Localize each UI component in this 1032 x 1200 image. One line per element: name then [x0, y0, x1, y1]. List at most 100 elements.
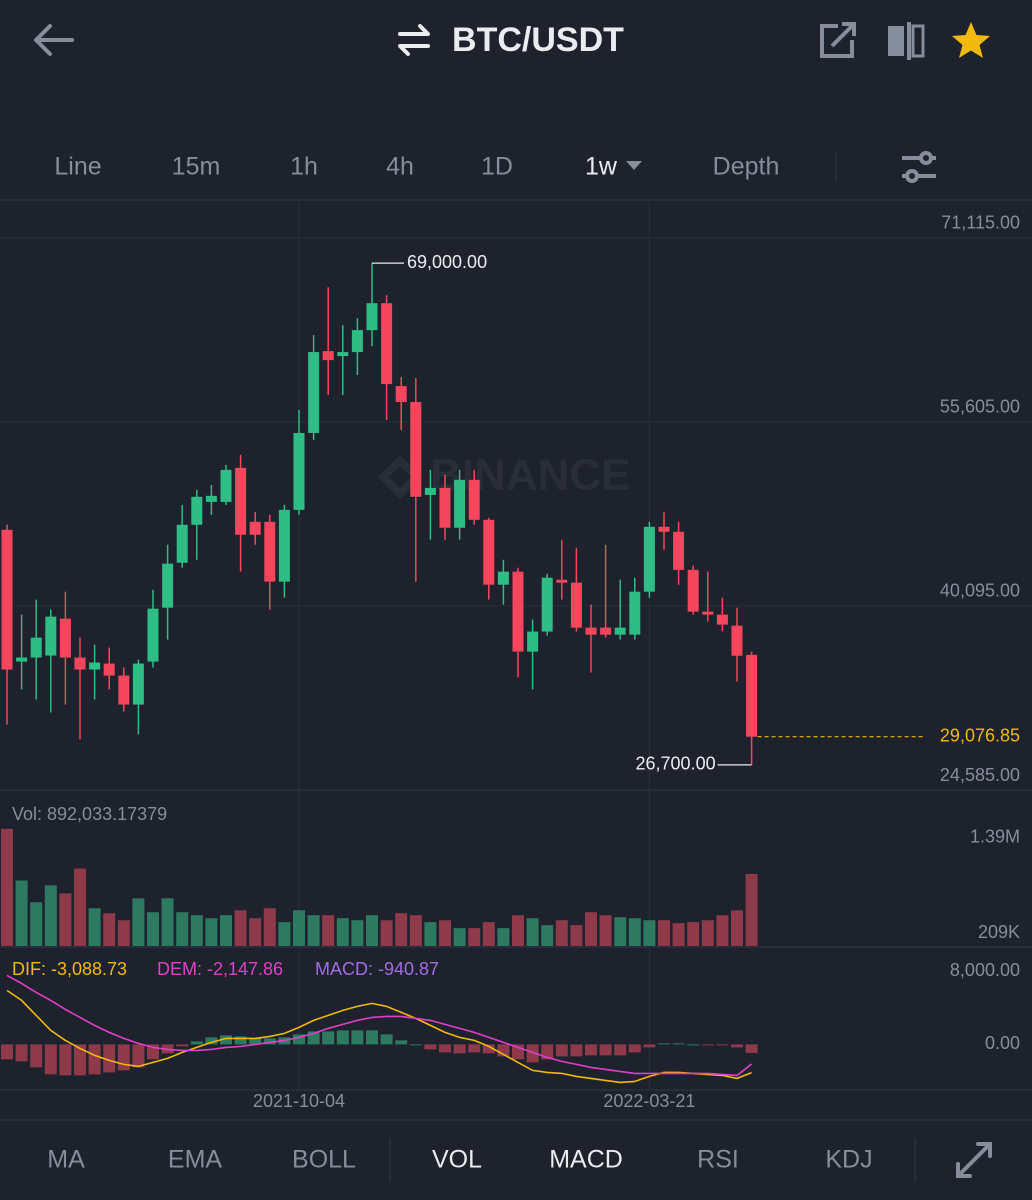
- macd-bar: [59, 1044, 72, 1076]
- macd-bar: [220, 1035, 232, 1045]
- macd-bar: [687, 1044, 700, 1046]
- candle-body: [366, 303, 378, 331]
- y-tick-label: 24,585.00: [940, 765, 1020, 785]
- y-tick-label: 40,095.00: [940, 581, 1020, 601]
- volume-bar: [190, 915, 203, 946]
- volume-bar: [614, 917, 627, 946]
- candle-body: [629, 591, 641, 635]
- candle-body: [191, 496, 203, 525]
- macd-bar: [424, 1044, 437, 1050]
- candle-body: [468, 479, 480, 520]
- interval-tab[interactable]: 15m: [172, 153, 221, 181]
- macd-bar: [409, 1044, 422, 1046]
- volume-bar: [643, 920, 656, 946]
- candle-body: [74, 657, 86, 670]
- indicator-tab[interactable]: KDJ: [825, 1146, 872, 1174]
- macd-bar: [234, 1036, 247, 1045]
- y-tick-label: 71,115.00: [941, 213, 1020, 233]
- indicator-tab[interactable]: MA: [47, 1146, 85, 1174]
- annotation-label: 26,700.00: [636, 754, 716, 774]
- macd-bar: [190, 1041, 203, 1045]
- macd-bar: [716, 1044, 729, 1046]
- macd-bar: [351, 1030, 364, 1045]
- candle-body: [585, 627, 597, 635]
- volume-bar: [541, 925, 554, 946]
- candle-body: [30, 637, 42, 658]
- volume-bar: [59, 893, 72, 946]
- volume-bar: [249, 918, 262, 946]
- volume-bar: [147, 912, 159, 946]
- fullscreen-button[interactable]: [956, 1142, 992, 1178]
- macd-bar: [468, 1044, 481, 1053]
- candle-body: [16, 657, 28, 662]
- candle-body: [293, 432, 305, 510]
- macd-bar: [555, 1044, 568, 1057]
- macd-bar: [526, 1044, 539, 1063]
- volume-bar: [161, 898, 174, 946]
- macd-bar: [643, 1044, 656, 1048]
- volume-bar: [205, 918, 218, 946]
- indicator-tab[interactable]: RSI: [697, 1146, 739, 1174]
- volume-bar: [263, 908, 276, 946]
- volume-bar: [103, 913, 116, 946]
- macd-bar: [395, 1040, 408, 1045]
- macd-bar: [336, 1030, 349, 1045]
- share-button[interactable]: [820, 22, 856, 58]
- dropdown-caret: [626, 161, 642, 170]
- volume-bar: [570, 925, 583, 946]
- volume-bar: [482, 922, 495, 946]
- candle-body: [45, 616, 57, 656]
- candle-body: [731, 625, 743, 656]
- indicator-readout: MACD: -940.87: [315, 959, 439, 979]
- macd-bar: [263, 1038, 276, 1045]
- candle-body: [527, 631, 539, 652]
- candle-body: [351, 330, 363, 353]
- macd-bar: [380, 1034, 393, 1045]
- candle-body: [395, 386, 407, 403]
- candle-body: [512, 571, 524, 652]
- macd-bar: [322, 1031, 335, 1045]
- candle-body: [220, 469, 232, 502]
- volume-bar: [701, 920, 714, 946]
- indicator-readout: DEM: -2,147.86: [157, 959, 283, 979]
- macd-bar: [88, 1044, 101, 1075]
- candle-body: [643, 526, 655, 592]
- candle-body: [439, 487, 451, 528]
- favorite-star[interactable]: [952, 22, 990, 58]
- indicator-tab[interactable]: EMA: [168, 1146, 223, 1174]
- volume-bar: [132, 898, 145, 946]
- candle-body: [337, 352, 349, 357]
- y-tick-label: 55,605.00: [940, 397, 1020, 417]
- macd-bar: [745, 1044, 758, 1053]
- macd-bar: [205, 1037, 218, 1045]
- volume-bar: [278, 922, 291, 946]
- interval-tab[interactable]: Line: [54, 153, 101, 181]
- volume-bar: [497, 928, 510, 946]
- candle-body: [176, 524, 188, 563]
- y-tick-label: 209K: [978, 922, 1020, 942]
- interval-tab[interactable]: 4h: [386, 153, 414, 181]
- volume-bar: [526, 918, 539, 946]
- interval-tab[interactable]: 1D: [481, 153, 513, 181]
- macd-bar: [439, 1044, 451, 1053]
- compare-button[interactable]: [888, 22, 925, 60]
- interval-tab[interactable]: 1h: [290, 153, 318, 181]
- indicator-readout: DIF: -3,088.73: [12, 959, 127, 979]
- indicator-tab[interactable]: BOLL: [292, 1146, 356, 1174]
- indicator-tab[interactable]: MACD: [549, 1146, 623, 1174]
- macd-bar: [249, 1038, 262, 1045]
- interval-tab[interactable]: Depth: [713, 153, 780, 181]
- indicator-tab[interactable]: VOL: [432, 1146, 482, 1174]
- x-tick-label: 2022-03-21: [603, 1091, 695, 1111]
- macd-bar: [672, 1043, 685, 1045]
- macd-bar: [293, 1034, 305, 1045]
- volume-bar: [468, 928, 481, 946]
- candle-body: [381, 303, 393, 385]
- swap-icon[interactable]: [398, 24, 430, 56]
- volume-bar: [220, 915, 232, 946]
- volume-readout: Vol: 892,033.17379: [12, 804, 167, 824]
- back-button[interactable]: [34, 24, 74, 56]
- interval-tab[interactable]: 1w: [585, 153, 618, 181]
- settings-button[interactable]: [902, 151, 936, 183]
- volume-bar: [658, 920, 670, 946]
